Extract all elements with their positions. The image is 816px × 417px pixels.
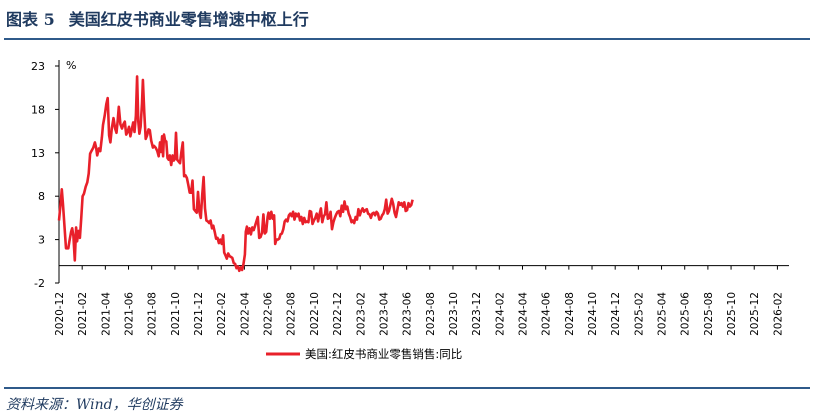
chart: -2 3 8 13 18 23 % 2020-12 2021-02 2021-04 2021-06 2… — [31, 59, 789, 361]
x-tick-label: 2021-06 — [124, 292, 136, 336]
y-unit-label: % — [66, 59, 76, 72]
x-tick-label: 2024-06 — [541, 292, 553, 336]
x-tick-label: 2022-04 — [239, 292, 251, 336]
figure-label: 图表 5 — [6, 10, 55, 29]
source-note: 资料来源：Wind，华创证券 — [6, 397, 183, 413]
y-tick-label: 18 — [31, 103, 45, 116]
x-tick-label: 2024-12 — [610, 292, 622, 336]
x-tick-label: 2021-12 — [193, 292, 205, 336]
series-line — [57, 75, 414, 273]
x-tick-label: 2025-12 — [749, 292, 761, 336]
x-tick-label: 2024-08 — [564, 292, 576, 336]
x-tick-label: 2023-08 — [425, 292, 437, 336]
x-tick-label: 2025-08 — [703, 292, 715, 336]
legend-label: 美国:红皮书商业零售销售:同比 — [305, 347, 462, 361]
x-tick-label: 2020-12 — [54, 292, 66, 336]
figure-title: 图表 5 美国红皮书商业零售增速中枢上行 — [6, 6, 309, 30]
x-tick-label: 2024-02 — [494, 292, 506, 336]
x-tick-label: 2025-10 — [726, 292, 738, 336]
x-tick-label: 2022-06 — [263, 292, 275, 336]
x-tick-label: 2021-08 — [147, 292, 159, 336]
x-tick-label: 2021-04 — [100, 292, 112, 336]
x-tick-label: 2022-08 — [286, 292, 298, 336]
y-tick-label: -2 — [34, 277, 45, 290]
x-tick-label: 2025-02 — [633, 292, 645, 336]
x-tick-label: 2023-04 — [378, 292, 390, 336]
x-tick-label: 2023-10 — [448, 292, 460, 336]
x-tick-label: 2022-10 — [309, 292, 321, 336]
figure-title-text: 美国红皮书商业零售增速中枢上行 — [68, 10, 309, 29]
x-tick-label: 2023-06 — [402, 292, 414, 336]
x-tick-label: 2025-04 — [657, 292, 669, 336]
x-tick-label: 2024-04 — [517, 292, 529, 336]
x-tick-label: 2022-02 — [216, 292, 228, 336]
x-tick-label: 2021-02 — [77, 292, 89, 336]
x-tick-label: 2024-10 — [587, 292, 599, 336]
x-tick-label: 2023-12 — [471, 292, 483, 336]
title-rule — [4, 38, 810, 40]
y-tick-label: 13 — [31, 147, 45, 160]
y-tick-label: 23 — [31, 60, 45, 73]
x-tick-label: 2022-12 — [332, 292, 344, 336]
y-tick-label: 8 — [38, 190, 45, 203]
x-tick-label: 2021-10 — [170, 292, 182, 336]
source-rule — [4, 387, 810, 389]
x-tick-label: 2025-06 — [680, 292, 692, 336]
y-tick-label: 3 — [38, 234, 45, 247]
x-tick-label: 2026-02 — [772, 292, 784, 336]
x-tick-label: 2023-02 — [355, 292, 367, 336]
